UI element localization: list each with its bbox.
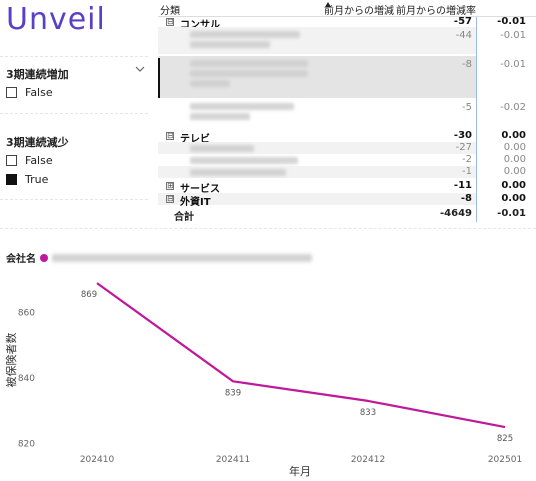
slicer-title-increase: 3期連続増加 <box>6 68 69 81</box>
matrix-visual[interactable]: 分類 前月からの増減 前月からの増減率 ⊟ コンサル -57 -0.01 -44… <box>158 0 536 226</box>
data-label: 833 <box>360 408 376 418</box>
redacted-legend-label <box>52 253 312 262</box>
expand-icon[interactable]: ⊞ <box>166 181 174 190</box>
y-axis-title: 被保険者数 <box>4 333 18 388</box>
line-chart[interactable]: 820 840 860 被保険者数 202410 202411 202412 202501 年月… <box>0 262 536 481</box>
redacted-label <box>190 113 250 120</box>
x-tick-label: 202412 <box>351 455 385 465</box>
cell-change-rate: -0.02 <box>500 102 526 113</box>
row-label: 外資IT <box>180 197 211 208</box>
matrix-row-group[interactable]: ⊟ テレビ -30 0.00 <box>158 130 526 145</box>
column-header-change[interactable]: 前月からの増減 <box>324 6 394 17</box>
x-tick-label: 202501 <box>488 455 522 465</box>
redacted-label <box>190 145 254 152</box>
redacted-label <box>190 157 298 164</box>
cell-change-rate: 0.00 <box>503 142 526 153</box>
matrix-row-group[interactable]: ⊟ 外資IT -8 0.00 <box>158 193 526 208</box>
column-header-change-rate[interactable]: 前月からの増減率 <box>396 6 476 17</box>
slicer-option-decrease-true[interactable]: True <box>6 173 48 186</box>
x-tick-label: 202410 <box>80 455 115 465</box>
matrix-header: 分類 前月からの増減 前月からの増減率 <box>158 0 536 17</box>
legend-title: 会社名 <box>6 254 36 265</box>
y-tick-label: 820 <box>18 439 35 449</box>
cell-change-rate: 0.00 <box>503 166 526 177</box>
matrix-row-child[interactable]: -2 0.00 <box>158 154 526 166</box>
cell-change: -1 <box>462 166 472 177</box>
checkbox[interactable] <box>6 87 17 98</box>
canvas-guide <box>0 228 536 229</box>
canvas-guide <box>0 56 148 57</box>
cell-change-rate: -0.01 <box>497 17 526 27</box>
redacted-label <box>190 70 308 77</box>
cell-change: -11 <box>453 180 472 191</box>
matrix-body: ⊟ コンサル -57 -0.01 -44 -0.01 -8 -0.01 -5 -… <box>158 17 536 208</box>
matrix-row-child[interactable]: -44 -0.01 <box>158 27 526 54</box>
cell-change: -27 <box>455 142 472 153</box>
collapse-icon[interactable]: ⊟ <box>166 17 174 26</box>
cell-change: -44 <box>455 30 472 41</box>
collapse-icon[interactable]: ⊟ <box>166 131 174 140</box>
sort-ascending-icon <box>325 2 331 7</box>
checkbox-label: False <box>25 154 53 167</box>
total-label: 合計 <box>174 212 194 223</box>
total-change-rate: -0.01 <box>497 208 526 219</box>
matrix-row-child[interactable]: -1 0.00 <box>158 166 526 178</box>
matrix-row-child[interactable]: -5 -0.02 <box>158 100 526 124</box>
redacted-label <box>190 60 308 67</box>
cell-change: -2 <box>462 154 472 165</box>
checkbox-checked[interactable] <box>6 174 17 185</box>
cell-change: -8 <box>460 193 472 204</box>
cell-change-rate: 0.00 <box>503 154 526 165</box>
row-label: サービス <box>180 184 220 195</box>
canvas-guide <box>0 113 148 114</box>
checkbox[interactable] <box>6 155 17 166</box>
column-header-category[interactable]: 分類 <box>160 6 180 17</box>
cell-change-rate: 0.00 <box>501 130 526 141</box>
cell-change-rate: -0.01 <box>500 30 526 41</box>
app-logo: Unveil <box>6 2 106 37</box>
slicer-option-increase-false[interactable]: False <box>6 86 53 99</box>
redacted-label <box>190 80 230 87</box>
cell-change: -5 <box>462 102 472 113</box>
y-tick-label: 860 <box>18 309 35 319</box>
canvas-guide <box>0 199 148 200</box>
collapse-icon[interactable]: ⊟ <box>166 194 174 203</box>
matrix-total-row: 合計 -4649 -0.01 <box>158 208 526 223</box>
redacted-label <box>190 169 286 176</box>
checkbox-label: True <box>25 173 49 186</box>
redacted-label <box>190 103 294 110</box>
row-selection-indicator <box>158 58 160 98</box>
cell-change: -8 <box>462 59 472 70</box>
y-tick-label: 840 <box>18 374 35 384</box>
matrix-row-group[interactable]: ⊞ サービス -11 0.00 <box>158 180 526 195</box>
slicer-option-decrease-false[interactable]: False <box>6 154 53 167</box>
chart-legend[interactable]: 会社名 <box>6 250 312 265</box>
legend-marker <box>40 253 48 262</box>
row-label: コンサル <box>180 20 220 31</box>
total-change: -4649 <box>440 208 472 219</box>
matrix-row-child-selected[interactable]: -8 -0.01 <box>158 56 526 98</box>
cell-change: -30 <box>453 130 472 141</box>
slicer-title-decrease: 3期連続減少 <box>6 136 69 149</box>
row-label: テレビ <box>180 134 210 145</box>
column-resize-line <box>476 17 477 222</box>
redacted-label <box>190 31 300 38</box>
redacted-label <box>190 41 270 48</box>
series-line <box>96 282 506 429</box>
data-label: 839 <box>225 388 241 398</box>
cell-change: -57 <box>453 17 472 27</box>
matrix-row-group[interactable]: ⊟ コンサル -57 -0.01 <box>158 17 526 31</box>
matrix-row-child[interactable]: -27 0.00 <box>158 142 526 154</box>
data-label: 869 <box>81 290 97 300</box>
x-axis-title: 年月 <box>289 464 311 478</box>
cell-change-rate: -0.01 <box>500 59 526 70</box>
cell-change-rate: 0.00 <box>501 180 526 191</box>
x-tick-label: 202411 <box>216 455 250 465</box>
cell-change-rate: 0.00 <box>501 193 526 204</box>
data-label: 825 <box>497 434 513 444</box>
chevron-down-icon[interactable] <box>134 64 146 74</box>
checkbox-label: False <box>25 86 53 99</box>
